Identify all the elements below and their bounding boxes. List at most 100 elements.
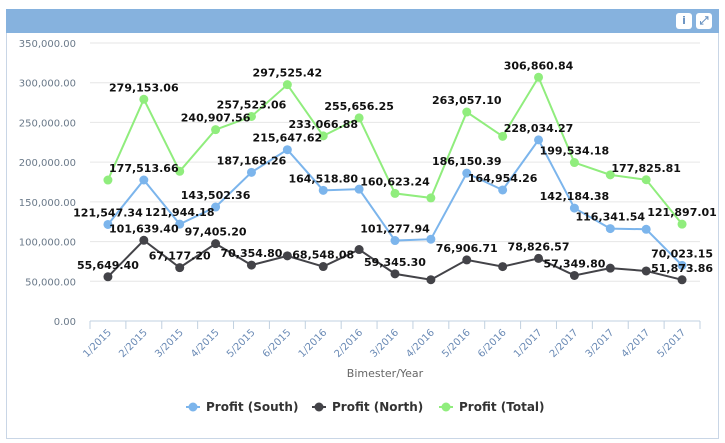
data-point	[390, 188, 400, 198]
data-label: 233,066.88	[288, 118, 358, 131]
x-tick-label: 1/2017	[512, 327, 545, 360]
info-icon[interactable]: i	[676, 13, 692, 29]
x-tick-label: 4/2016	[404, 327, 437, 360]
data-label: 186,150.39	[432, 155, 502, 168]
x-tick-label: 3/2016	[368, 327, 401, 360]
data-label: 279,153.06	[109, 81, 179, 94]
data-label: 76,906.71	[436, 242, 498, 255]
legend-item[interactable]: Profit (North)	[332, 400, 423, 414]
data-point	[211, 202, 221, 212]
data-point	[211, 239, 221, 249]
data-label: 57,349.80	[543, 257, 605, 270]
data-point	[534, 72, 544, 82]
data-label: 116,341.54	[575, 211, 645, 224]
y-tick-label: 350,000.00	[19, 39, 76, 50]
data-label: 160,623.24	[360, 175, 430, 188]
data-label: 257,523.06	[217, 98, 287, 111]
data-point	[677, 219, 687, 229]
x-tick-label: 1/2016	[297, 327, 330, 360]
data-point	[641, 175, 651, 185]
panel-header: i ⤢	[6, 9, 719, 33]
data-point	[641, 266, 651, 276]
data-label: 101,639.40	[109, 222, 179, 235]
expand-icon[interactable]: ⤢	[696, 13, 712, 29]
data-label: 55,649.40	[77, 259, 139, 272]
data-point	[246, 167, 256, 177]
data-label: 164,518.80	[288, 172, 358, 185]
legend-item[interactable]: Profit (Total)	[459, 400, 545, 414]
data-label: 297,525.42	[253, 67, 323, 80]
data-point	[605, 224, 615, 234]
data-point	[103, 272, 113, 282]
data-point	[390, 236, 400, 246]
x-tick-label: 5/2015	[225, 327, 258, 360]
data-point	[103, 175, 113, 185]
data-point	[426, 275, 436, 285]
data-label: 263,057.10	[432, 94, 502, 107]
x-axis-title: Bimester/Year	[347, 367, 424, 380]
data-point	[282, 145, 292, 155]
y-tick-label: 200,000.00	[19, 158, 76, 169]
legend-marker	[314, 402, 324, 412]
data-point	[139, 235, 149, 245]
y-tick-label: 300,000.00	[19, 79, 76, 90]
data-point	[318, 262, 328, 272]
data-label: 70,023.15	[651, 247, 713, 260]
data-point	[318, 131, 328, 141]
data-point	[139, 175, 149, 185]
data-point	[462, 255, 472, 265]
x-tick-label: 5/2017	[656, 327, 689, 360]
data-point	[677, 275, 687, 285]
data-point	[246, 111, 256, 121]
data-label: 59,345.30	[364, 256, 426, 269]
data-point	[354, 245, 364, 255]
data-point	[175, 166, 185, 176]
data-point	[569, 270, 579, 280]
data-point	[534, 253, 544, 263]
x-tick-label: 4/2015	[189, 327, 222, 360]
y-tick-label: 150,000.00	[19, 198, 76, 209]
data-label: 240,907.56	[181, 112, 251, 125]
data-point	[246, 260, 256, 270]
data-point	[390, 269, 400, 279]
data-point	[462, 168, 472, 178]
data-label: 199,534.18	[540, 145, 610, 158]
legend-item[interactable]: Profit (South)	[206, 400, 298, 414]
data-label: 215,647.62	[253, 132, 323, 145]
data-point	[282, 251, 292, 261]
data-point	[462, 107, 472, 117]
data-point	[175, 219, 185, 229]
data-label: 70,354.80	[221, 247, 283, 260]
data-point	[569, 158, 579, 168]
data-point	[605, 170, 615, 180]
data-label: 228,034.27	[504, 122, 574, 135]
data-point	[354, 184, 364, 194]
data-label: 121,897.01	[647, 206, 717, 219]
x-tick-label: 6/2015	[261, 327, 294, 360]
legend-marker	[188, 402, 198, 412]
data-label: 255,656.25	[324, 100, 394, 113]
data-point	[103, 219, 113, 229]
data-label: 142,184.38	[540, 190, 610, 203]
x-tick-label: 4/2017	[620, 327, 653, 360]
data-label: 78,826.57	[508, 240, 570, 253]
data-point	[605, 263, 615, 273]
x-tick-label: 3/2017	[584, 327, 617, 360]
data-point	[498, 131, 508, 141]
data-label: 187,168.26	[217, 154, 287, 167]
data-label: 67,177.20	[149, 250, 211, 263]
data-point	[534, 135, 544, 145]
data-label: 51,873.86	[651, 262, 713, 275]
x-tick-label: 2/2017	[548, 327, 581, 360]
y-tick-label: 50,000.00	[25, 277, 76, 288]
data-point	[354, 113, 364, 123]
data-point	[139, 94, 149, 104]
data-label: 306,860.84	[504, 59, 574, 72]
data-point	[498, 262, 508, 272]
x-tick-label: 3/2015	[153, 327, 186, 360]
data-point	[569, 203, 579, 213]
x-tick-label: 6/2016	[476, 327, 509, 360]
data-point	[498, 185, 508, 195]
data-label: 177,513.66	[109, 162, 179, 175]
